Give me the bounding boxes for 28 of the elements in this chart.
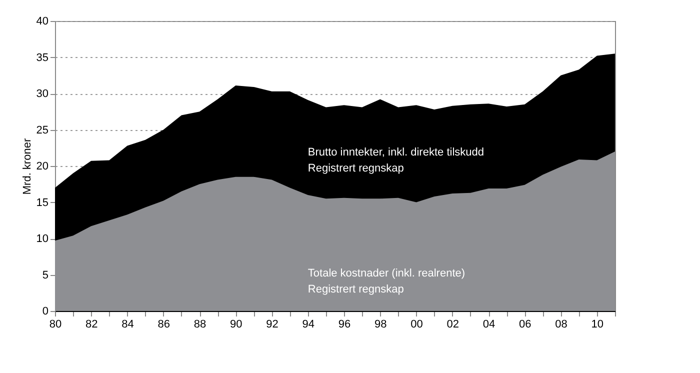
x-tick-label: 84 xyxy=(122,318,134,330)
y-tick-label: 40 xyxy=(36,16,48,28)
x-tick-label: 82 xyxy=(86,318,98,330)
y-tick-label: 30 xyxy=(36,88,48,100)
x-tick-label: 88 xyxy=(194,318,206,330)
series-label: Brutto inntekter, inkl. direkte tilskudd Registrert regnskap xyxy=(308,146,484,175)
x-tick-label: 94 xyxy=(302,318,315,330)
y-axis-title: Mrd. kroner xyxy=(21,138,34,195)
y-tick-label: 25 xyxy=(36,124,48,136)
x-tick-label: 96 xyxy=(338,318,351,330)
x-tick-label: 80 xyxy=(49,318,62,330)
x-tick-label: 90 xyxy=(230,318,242,330)
x-tick-label: 92 xyxy=(266,318,278,330)
x-tick-label: 10 xyxy=(591,318,604,330)
y-tick-label: 35 xyxy=(36,52,48,64)
y-tick-label: 20 xyxy=(36,160,48,172)
x-tick-label: 02 xyxy=(446,318,460,330)
x-tick-label: 04 xyxy=(482,318,496,330)
x-tick-label: 98 xyxy=(374,318,387,330)
series-label: Totale kostnader (inkl. realrente) Registrert regnskap xyxy=(308,267,466,296)
x-tick-label: 06 xyxy=(519,318,532,330)
x-tick-label: 86 xyxy=(158,318,170,330)
x-tick-label: 00 xyxy=(410,318,423,330)
y-tick-label: 0 xyxy=(42,306,48,318)
y-tick-label: 15 xyxy=(36,196,48,209)
y-tick-label: 10 xyxy=(36,233,48,245)
x-tick-label: 08 xyxy=(555,318,568,330)
y-tick-label: 5 xyxy=(42,269,48,282)
